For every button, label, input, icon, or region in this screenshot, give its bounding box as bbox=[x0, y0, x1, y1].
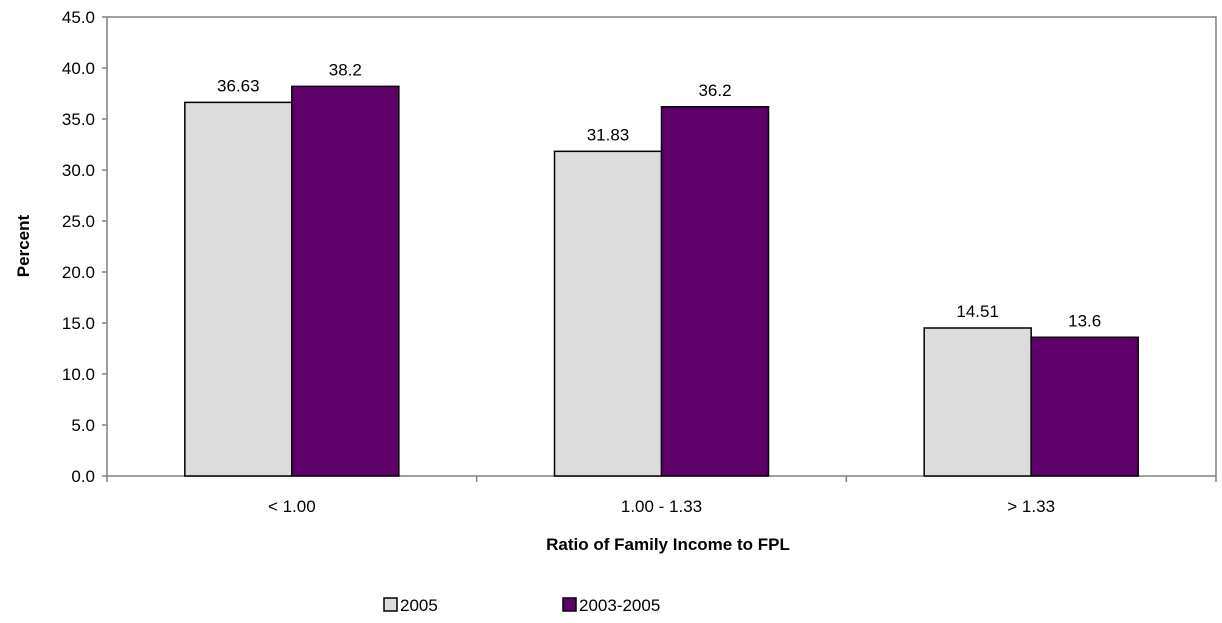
data-labels: 36.63 38.2 31.83 36.2 14.51 13.6 bbox=[217, 60, 1101, 330]
bar bbox=[923, 327, 1032, 477]
y-tick-label: 25.0 bbox=[62, 212, 95, 231]
data-label: 13.6 bbox=[1068, 311, 1101, 330]
x-tick-label: < 1.00 bbox=[268, 497, 316, 516]
legend-swatch-2005 bbox=[383, 597, 398, 612]
legend: 2005 2003-2005 bbox=[383, 596, 660, 615]
y-tick-label: 35.0 bbox=[62, 110, 95, 129]
bar bbox=[291, 85, 400, 477]
y-tick-label: 30.0 bbox=[62, 161, 95, 180]
y-tick-label: 15.0 bbox=[62, 314, 95, 333]
y-tick-label: 45.0 bbox=[62, 8, 95, 27]
y-tick-label: 5.0 bbox=[71, 416, 95, 435]
data-label: 14.51 bbox=[956, 302, 999, 321]
bar bbox=[184, 101, 293, 477]
bar bbox=[553, 150, 663, 477]
y-axis-ticks: 0.0 5.0 10.0 15.0 20.0 25.0 30.0 35.0 40.0 45.0 bbox=[62, 8, 107, 486]
legend-label-2005: 2005 bbox=[400, 596, 438, 615]
data-label: 38.2 bbox=[329, 60, 362, 79]
x-tick-label: > 1.33 bbox=[1007, 497, 1055, 516]
y-tick-label: 20.0 bbox=[62, 263, 95, 282]
data-label: 36.2 bbox=[698, 81, 731, 100]
legend-label-2003-2005: 2003-2005 bbox=[579, 596, 660, 615]
y-axis-title: Percent bbox=[14, 214, 33, 277]
bar bbox=[1030, 336, 1139, 477]
bars bbox=[184, 85, 1139, 477]
legend-swatch-2003-2005 bbox=[562, 597, 577, 612]
x-tick-label: 1.00 - 1.33 bbox=[621, 497, 702, 516]
bar bbox=[660, 106, 770, 477]
legend-item-2003-2005: 2003-2005 bbox=[562, 596, 660, 615]
data-label: 31.83 bbox=[587, 125, 630, 144]
x-axis-ticks: < 1.00 1.00 - 1.33 > 1.33 bbox=[106, 476, 1217, 516]
y-tick-label: 0.0 bbox=[71, 467, 95, 486]
legend-item-2005: 2005 bbox=[383, 596, 438, 615]
x-axis-title: Ratio of Family Income to FPL bbox=[546, 535, 790, 554]
data-label: 36.63 bbox=[217, 76, 260, 95]
y-tick-label: 10.0 bbox=[62, 365, 95, 384]
y-tick-label: 40.0 bbox=[62, 59, 95, 78]
